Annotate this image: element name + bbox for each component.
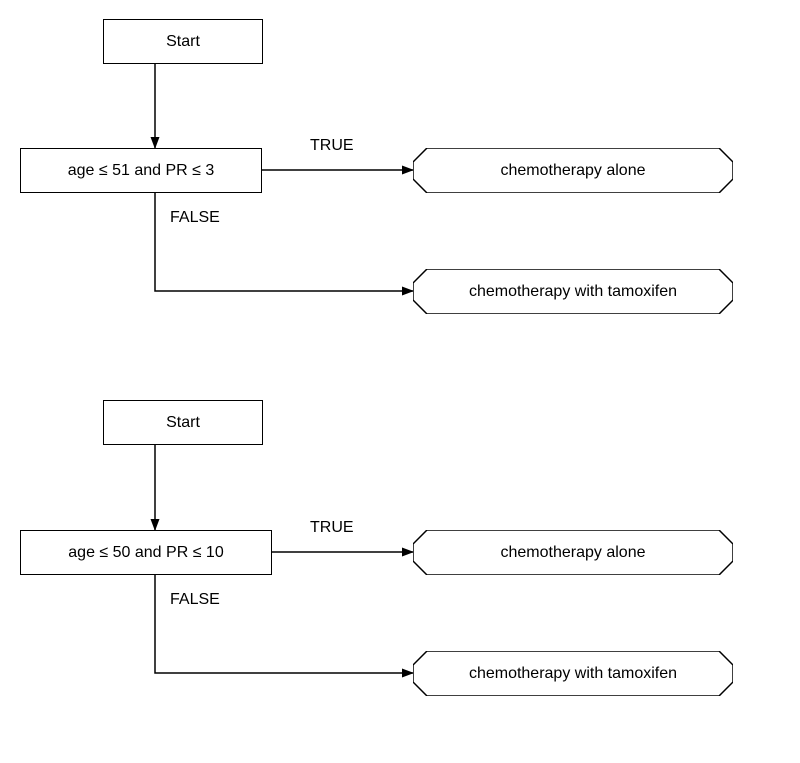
condition-node: age ≤ 50 and PR ≤ 10	[20, 530, 272, 575]
edge	[155, 575, 413, 673]
edge	[155, 193, 413, 291]
start-label: Start	[166, 33, 200, 51]
edge-label-false: FALSE	[170, 591, 220, 609]
flowchart-canvas: Start age ≤ 51 and PR ≤ 3 chemotherapy a…	[0, 0, 800, 763]
condition-label: age ≤ 50 and PR ≤ 10	[68, 544, 223, 562]
terminal-node-chemo-tamoxifen: chemotherapy with tamoxifen	[413, 269, 733, 314]
terminal-label: chemotherapy alone	[501, 162, 646, 180]
condition-node: age ≤ 51 and PR ≤ 3	[20, 148, 262, 193]
start-label: Start	[166, 414, 200, 432]
start-node: Start	[103, 19, 263, 64]
terminal-node-chemo-alone: chemotherapy alone	[413, 530, 733, 575]
edges-layer	[0, 0, 800, 763]
condition-label: age ≤ 51 and PR ≤ 3	[68, 162, 215, 180]
start-node: Start	[103, 400, 263, 445]
terminal-label: chemotherapy with tamoxifen	[469, 283, 677, 301]
edge-label-true: TRUE	[310, 137, 354, 155]
terminal-label: chemotherapy alone	[501, 544, 646, 562]
terminal-label: chemotherapy with tamoxifen	[469, 665, 677, 683]
edge-label-false: FALSE	[170, 209, 220, 227]
terminal-node-chemo-alone: chemotherapy alone	[413, 148, 733, 193]
terminal-node-chemo-tamoxifen: chemotherapy with tamoxifen	[413, 651, 733, 696]
edge-label-true: TRUE	[310, 519, 354, 537]
